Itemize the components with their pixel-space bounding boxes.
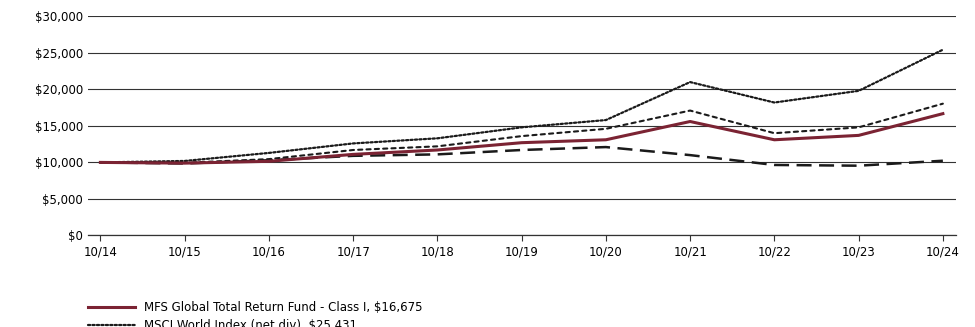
Legend: MFS Global Total Return Fund - Class I, $16,675, MSCI World Index (net div), $25: MFS Global Total Return Fund - Class I, …: [88, 301, 429, 327]
